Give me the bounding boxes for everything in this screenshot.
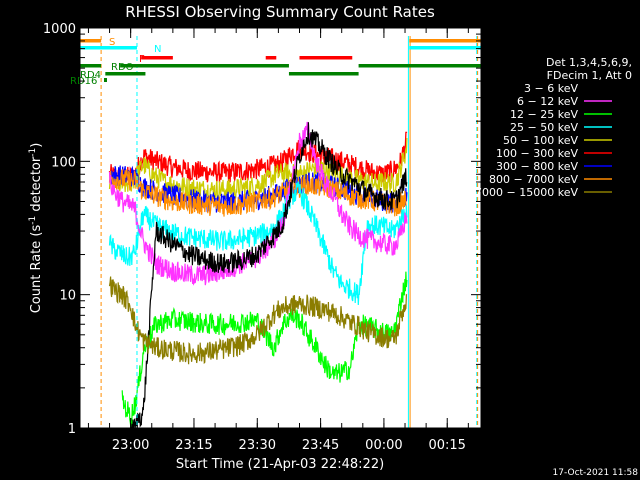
- series-line-6: [130, 122, 408, 428]
- series-line-3: [108, 168, 408, 217]
- series-line-8: [108, 276, 408, 365]
- legend-label-2: 12 − 25 keV: [510, 108, 578, 121]
- x-tick-label: 23:00: [112, 438, 149, 453]
- state-bar-rd16-dot: [104, 78, 107, 82]
- legend-header-0: Det 1,3,4,5,6,9,: [546, 56, 632, 69]
- legend-label-6: 300 − 800 keV: [496, 160, 578, 173]
- y-tick-label: 10: [59, 289, 76, 304]
- legend-label-0: 3 − 6 keV: [524, 82, 578, 95]
- legend-label-4: 50 − 100 keV: [503, 134, 578, 147]
- legend-label-1: 6 − 12 keV: [517, 95, 578, 108]
- series-layer: [108, 121, 408, 428]
- y-axis-label: Count Rate (s-1 detector-1): [28, 143, 44, 314]
- state-label-s: S: [109, 37, 115, 48]
- state-label-f: F: [139, 54, 145, 65]
- series-line-4: [108, 181, 408, 306]
- legend: Det 1,3,4,5,6,9,FDecim 1, Att 03 − 6 keV…: [475, 56, 632, 199]
- x-tick-label: 00:15: [428, 438, 465, 453]
- y-tick-label: 1: [68, 422, 76, 437]
- legend-label-8: 7000 − 15000 keV: [475, 186, 578, 199]
- state-bar-rd4-1: [288, 72, 359, 76]
- legend-header-1: FDecim 1, Att 0: [547, 69, 632, 82]
- state-bar-n-1: [409, 46, 481, 50]
- state-bar-s-0: [80, 39, 102, 43]
- legend-label-3: 25 − 50 keV: [510, 121, 578, 134]
- x-tick-label: 23:45: [302, 438, 339, 453]
- y-tick-label: 100: [51, 155, 76, 170]
- x-axis-label: Start Time (21-Apr-03 22:48:22): [176, 457, 384, 472]
- x-tick-label: 23:30: [239, 438, 276, 453]
- y-tick-label: 1000: [43, 22, 76, 37]
- axis-layer: 1 10 100 1000 23:00 23:15 23:30 23:45 00:00 00:15: [43, 22, 482, 453]
- chart-title: RHESSI Observing Summary Count Rates: [125, 3, 435, 21]
- series-line-1: [108, 137, 408, 202]
- state-bar-f-1: [265, 56, 277, 60]
- state-bar-rdo-2: [358, 64, 481, 68]
- state-bar-f-2: [299, 56, 353, 60]
- state-label-rdo: RDO: [111, 62, 134, 73]
- state-bar-rd4-0: [105, 72, 146, 76]
- x-tick-label: 23:15: [175, 438, 212, 453]
- state-label-rd4: RD4: [80, 70, 101, 81]
- state-label-n: N: [154, 44, 161, 55]
- state-bar-s-1: [409, 39, 481, 43]
- legend-label-5: 100 − 300 keV: [496, 147, 578, 160]
- state-bar-n-0: [80, 46, 137, 50]
- state-bar-rdo-1: [120, 64, 289, 68]
- state-bar-f-0: [141, 56, 173, 60]
- x-tick-label: 00:00: [365, 438, 402, 453]
- plot-frame: [79, 27, 482, 429]
- footer-timestamp: 17-Oct-2021 11:58: [553, 468, 639, 478]
- state-bar-rdo-0: [80, 64, 102, 68]
- legend-label-7: 800 − 7000 keV: [489, 173, 578, 186]
